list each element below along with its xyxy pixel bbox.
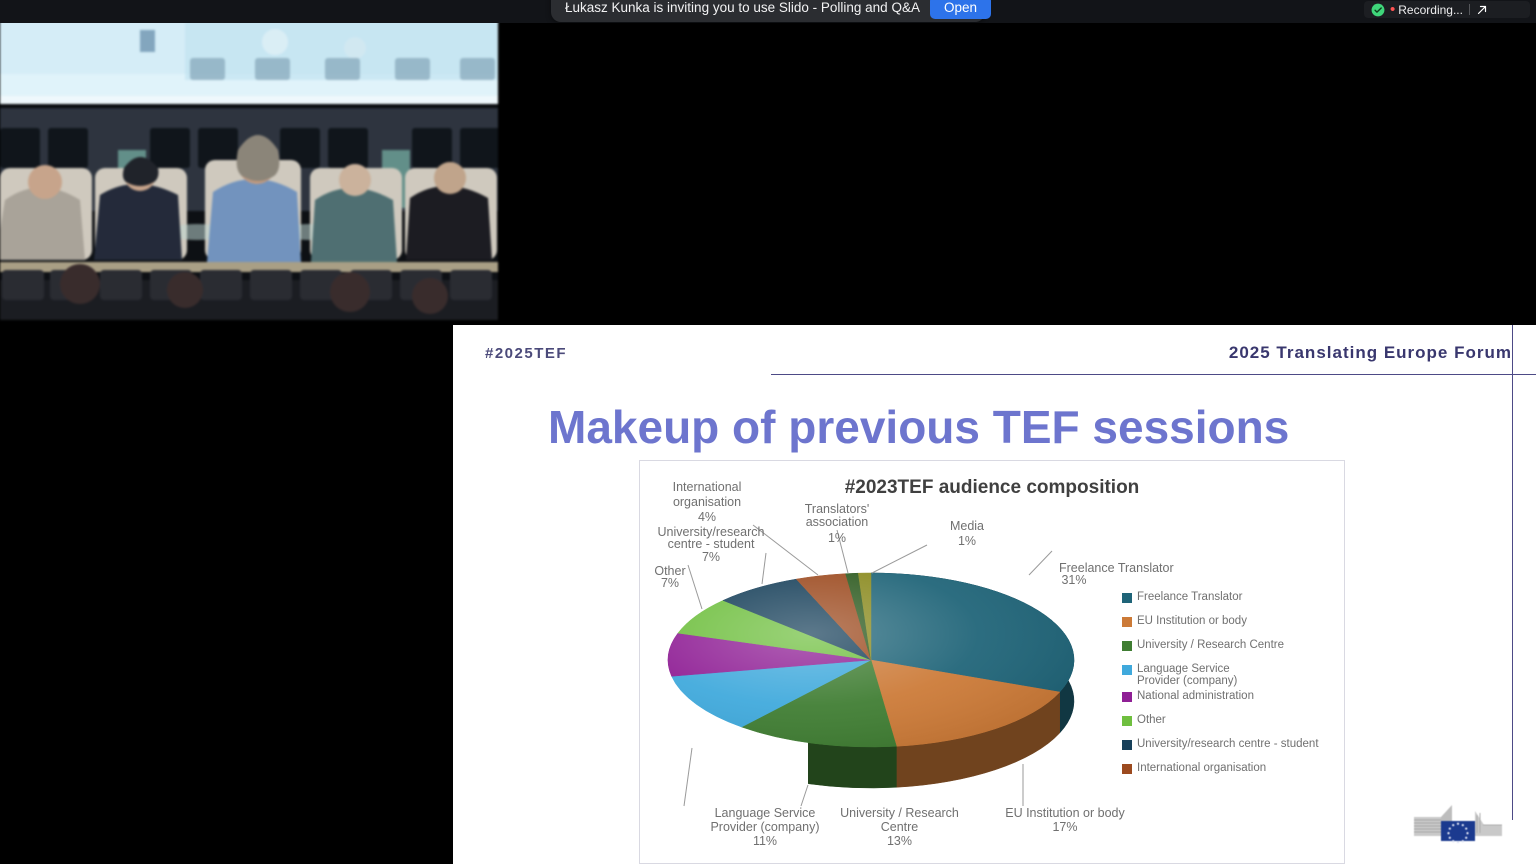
svg-text:International: International xyxy=(673,480,742,494)
svg-text:Media: Media xyxy=(950,519,984,533)
svg-text:Translators': Translators' xyxy=(805,502,869,516)
svg-text:4%: 4% xyxy=(698,510,716,524)
svg-text:1%: 1% xyxy=(828,531,846,545)
svg-text:31%: 31% xyxy=(1061,573,1086,587)
svg-text:7%: 7% xyxy=(661,576,679,590)
svg-text:organisation: organisation xyxy=(673,495,741,509)
svg-text:centre - student: centre - student xyxy=(668,537,755,551)
svg-text:7%: 7% xyxy=(702,550,720,564)
svg-text:association: association xyxy=(806,515,869,529)
svg-text:1%: 1% xyxy=(958,534,976,548)
